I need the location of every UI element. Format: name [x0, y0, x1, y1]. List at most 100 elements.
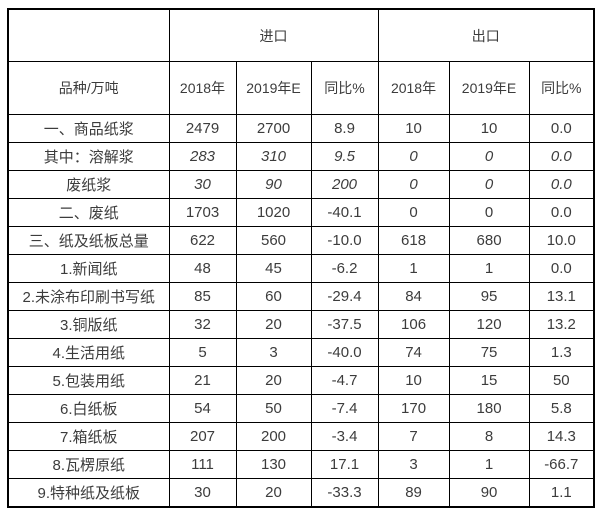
col-header-export-yoy: 同比%	[528, 61, 595, 115]
cell-value: 283	[168, 142, 237, 171]
cell-value: 50	[235, 394, 312, 423]
cell-value: 0	[377, 198, 450, 227]
cell-value: 20	[235, 310, 312, 339]
row-label: 2.未涂布印刷书写纸	[7, 282, 170, 311]
col-header-export-2019e: 2019年E	[448, 61, 530, 115]
cell-value: 10	[377, 114, 450, 143]
import-group-header: 进口	[168, 8, 379, 62]
group-header-row: 进口 出口	[7, 8, 595, 62]
row-label: 三、纸及纸板总量	[7, 226, 170, 255]
table-row: 一、商品纸浆 2479 2700 8.9 10 10 0.0	[7, 114, 595, 143]
cell-value: 8.9	[310, 114, 379, 143]
cell-value: 9.5	[310, 142, 379, 171]
table-row: 6.白纸板 54 50 -7.4 170 180 5.8	[7, 394, 595, 423]
cell-value: 0.0	[528, 142, 595, 171]
cell-value: 310	[235, 142, 312, 171]
cell-value: 0.0	[528, 198, 595, 227]
row-label: 其中：溶解浆	[7, 142, 170, 171]
cell-value: 75	[448, 338, 530, 367]
import-export-table: 进口 出口 品种/万吨 2018年 2019年E 同比% 2018年 2019年…	[7, 8, 596, 508]
table-row: 3.铜版纸 32 20 -37.5 106 120 13.2	[7, 310, 595, 339]
col-header-import-2018: 2018年	[168, 61, 237, 115]
cell-value: 1020	[235, 198, 312, 227]
cell-value: 48	[168, 254, 237, 283]
cell-value: 2479	[168, 114, 237, 143]
cell-value: 1.3	[528, 338, 595, 367]
cell-value: -6.2	[310, 254, 379, 283]
cell-value: 50	[528, 366, 595, 395]
col-header-import-yoy: 同比%	[310, 61, 379, 115]
table-row: 8.瓦楞原纸 111 130 17.1 3 1 -66.7	[7, 450, 595, 479]
cell-value: 207	[168, 422, 237, 451]
cell-value: 1	[448, 254, 530, 283]
cell-value: 21	[168, 366, 237, 395]
cell-value: 622	[168, 226, 237, 255]
row-label: 废纸浆	[7, 170, 170, 199]
cell-value: 1703	[168, 198, 237, 227]
cell-value: 111	[168, 450, 237, 479]
cell-value: 10	[448, 114, 530, 143]
cell-value: 17.1	[310, 450, 379, 479]
cell-value: 120	[448, 310, 530, 339]
cell-value: -10.0	[310, 226, 379, 255]
table-row: 其中：溶解浆 283 310 9.5 0 0 0.0	[7, 142, 595, 171]
table-body: 一、商品纸浆 2479 2700 8.9 10 10 0.0 其中：溶解浆 283 310 9.5 0…	[7, 114, 595, 508]
cell-value: 680	[448, 226, 530, 255]
cell-value: 560	[235, 226, 312, 255]
cell-value: 618	[377, 226, 450, 255]
row-label: 5.包装用纸	[7, 366, 170, 395]
table-row: 二、废纸 1703 1020 -40.1 0 0 0.0	[7, 198, 595, 227]
cell-value: 20	[235, 366, 312, 395]
cell-value: 0	[448, 198, 530, 227]
row-label: 9.特种纸及纸板	[7, 478, 170, 508]
cell-value: 20	[235, 478, 312, 508]
cell-value: 2700	[235, 114, 312, 143]
cell-value: 180	[448, 394, 530, 423]
cell-value: -37.5	[310, 310, 379, 339]
cell-value: 170	[377, 394, 450, 423]
row-label: 二、废纸	[7, 198, 170, 227]
table-row: 1.新闻纸 48 45 -6.2 1 1 0.0	[7, 254, 595, 283]
table-row: 9.特种纸及纸板 30 20 -33.3 89 90 1.1	[7, 478, 595, 508]
cell-value: 3	[235, 338, 312, 367]
row-label: 4.生活用纸	[7, 338, 170, 367]
cell-value: -66.7	[528, 450, 595, 479]
cell-value: 10	[377, 366, 450, 395]
cell-value: -40.1	[310, 198, 379, 227]
cell-value: 130	[235, 450, 312, 479]
cell-value: 8	[448, 422, 530, 451]
cell-value: 200	[310, 170, 379, 199]
cell-value: 0.0	[528, 254, 595, 283]
cell-value: 89	[377, 478, 450, 508]
cell-value: 54	[168, 394, 237, 423]
cell-value: 30	[168, 170, 237, 199]
cell-value: 60	[235, 282, 312, 311]
corner-cell	[7, 8, 170, 62]
column-header-row: 品种/万吨 2018年 2019年E 同比% 2018年 2019年E 同比%	[7, 61, 595, 115]
row-label: 一、商品纸浆	[7, 114, 170, 143]
cell-value: 1.1	[528, 478, 595, 508]
cell-value: 30	[168, 478, 237, 508]
table-row: 三、纸及纸板总量 622 560 -10.0 618 680 10.0	[7, 226, 595, 255]
export-group-header: 出口	[377, 8, 595, 62]
cell-value: -3.4	[310, 422, 379, 451]
cell-value: -40.0	[310, 338, 379, 367]
cell-value: 85	[168, 282, 237, 311]
cell-value: 0	[448, 142, 530, 171]
cell-value: 5	[168, 338, 237, 367]
cell-value: -7.4	[310, 394, 379, 423]
cell-value: 95	[448, 282, 530, 311]
cell-value: 0.0	[528, 114, 595, 143]
cell-value: 90	[448, 478, 530, 508]
table-row: 5.包装用纸 21 20 -4.7 10 15 50	[7, 366, 595, 395]
cell-value: -29.4	[310, 282, 379, 311]
cell-value: 13.1	[528, 282, 595, 311]
table-row: 2.未涂布印刷书写纸 85 60 -29.4 84 95 13.1	[7, 282, 595, 311]
cell-value: -33.3	[310, 478, 379, 508]
row-header-variety-unit: 品种/万吨	[7, 61, 170, 115]
col-header-export-2018: 2018年	[377, 61, 450, 115]
cell-value: 90	[235, 170, 312, 199]
row-label: 8.瓦楞原纸	[7, 450, 170, 479]
cell-value: 7	[377, 422, 450, 451]
cell-value: 32	[168, 310, 237, 339]
